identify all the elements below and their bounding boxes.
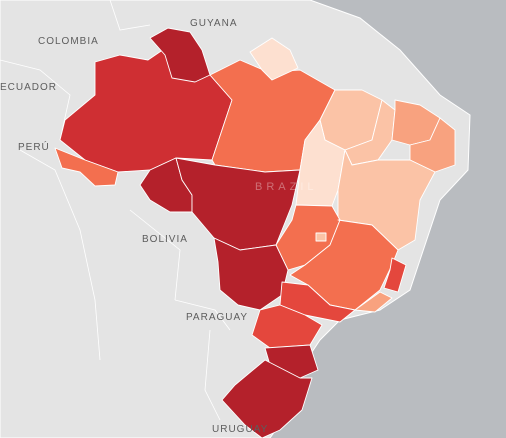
label-peru: PERÚ bbox=[18, 140, 50, 153]
state-rio-de-janeiro[interactable] bbox=[354, 291, 393, 313]
brazil-choropleth: BRAZIL bbox=[54, 27, 456, 438]
state-parana[interactable] bbox=[251, 304, 323, 349]
label-colombia: COLOMBIA bbox=[38, 36, 99, 47]
state-espirito-santo[interactable] bbox=[383, 257, 407, 293]
state-distrito-federal[interactable] bbox=[315, 232, 327, 242]
label-ecuador: ECUADOR bbox=[0, 82, 57, 93]
state-mato-grosso-do-sul[interactable] bbox=[213, 237, 289, 311]
label-uruguay: URUGUAY bbox=[212, 424, 268, 435]
state-acre[interactable] bbox=[54, 147, 119, 187]
brazil-watermark-label: BRAZIL bbox=[255, 181, 318, 193]
label-bolivia: BOLIVIA bbox=[142, 234, 188, 245]
state-bahia[interactable] bbox=[337, 149, 436, 251]
label-guyana: GUYANA bbox=[190, 18, 238, 29]
label-paraguay: PARAGUAY bbox=[186, 312, 248, 323]
state-rio-grande-do-sul[interactable] bbox=[221, 359, 313, 438]
neighbour-border-lines bbox=[0, 0, 231, 421]
state-amapa[interactable] bbox=[249, 37, 299, 81]
